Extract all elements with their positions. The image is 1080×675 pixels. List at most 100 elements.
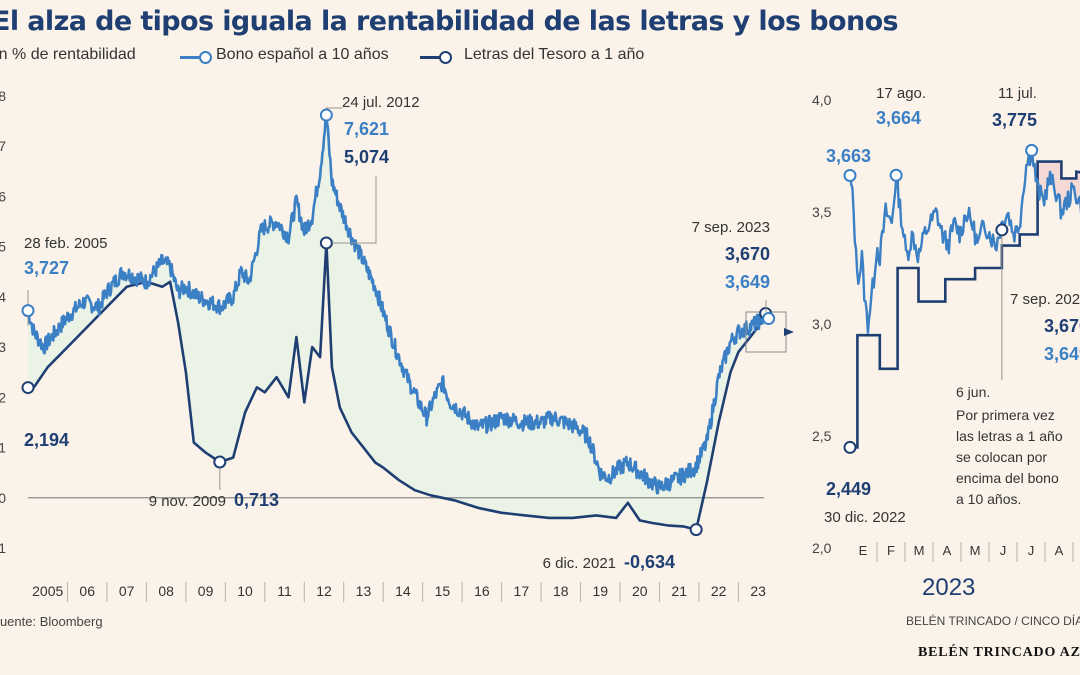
inset-x-tick-label: M (970, 543, 981, 558)
y-tick-label: 0 (0, 490, 6, 506)
inset-x-tick-label: E (859, 543, 868, 558)
inset-x-tick-label: J (1028, 543, 1035, 558)
inset-series-line-bono (848, 150, 1080, 334)
annotation-value-bono-2012: 7,621 (344, 119, 389, 139)
x-tick-label: 20 (632, 583, 648, 599)
main-chart-annotations: 28 feb. 2005 3,727 2,194 9 nov. 2009 0,713 24… (21, 94, 794, 572)
inset-note-line: se colocan por (956, 449, 1047, 465)
inset-marker-letras-start (843, 440, 857, 454)
inset-chart-series (848, 150, 1080, 449)
annotation-value-letras-2021: -0,634 (624, 552, 675, 572)
x-tick-label: 16 (474, 583, 490, 599)
inset-value-letras-end: 3,670 (1044, 316, 1080, 336)
chart-legend: En % de rentabilidad Bono español a 10 a… (0, 46, 760, 68)
marker-letras-2021 (689, 523, 703, 537)
annotation-value-bono-2023: 3,649 (725, 272, 770, 292)
x-tick-label: 14 (395, 583, 411, 599)
legend-swatch-letras-icon (420, 51, 452, 64)
inset-series-line-letras (850, 160, 1080, 449)
y-tick-label: 4 (0, 289, 6, 305)
x-tick-label: 13 (356, 583, 372, 599)
marker-bono-2023 (762, 312, 776, 326)
marker-letras-2005 (21, 381, 35, 395)
y-tick-label: -1 (0, 540, 6, 556)
legend-label-bono: Bono español a 10 años (216, 46, 389, 63)
inset-label-end: 7 sep. 2023 (1010, 291, 1080, 308)
inset-x-tick-label: M (914, 543, 925, 558)
annotation-value-letras-2012: 5,074 (344, 147, 389, 167)
photo-credit: BELÉN TRINCADO AZNAR (918, 645, 1080, 660)
inset-chart-x-axis: EFMAMJJAS2023 (859, 542, 1074, 601)
inset-y-tick-label: 2,5 (812, 428, 832, 444)
x-tick-label: 07 (119, 583, 135, 599)
inset-y-tick-label: 3,0 (812, 316, 832, 332)
main-chart-series (26, 114, 767, 531)
inset-note-line: encima del bono (956, 470, 1059, 486)
inset-marker-bono-start (843, 168, 857, 182)
x-tick-label: 08 (158, 583, 174, 599)
x-tick-label: 17 (514, 583, 530, 599)
inset-label-6jun: 6 jun. (956, 384, 990, 400)
inset-note-line: a 10 años. (956, 491, 1021, 507)
x-tick-label: 06 (79, 583, 95, 599)
y-tick-label: 6 (0, 188, 6, 204)
inset-label-start: 30 dic. 2022 (824, 509, 906, 526)
annotation-label-2021: 6 dic. 2021 (543, 555, 616, 572)
annotation-value-letras-2009: 0,713 (234, 490, 279, 510)
legend-label-letras: Letras del Tesoro a 1 año (464, 46, 645, 63)
main-chart-fill-area (28, 115, 766, 530)
y-tick-label: 7 (0, 138, 6, 154)
inset-y-tick-label: 2,0 (812, 540, 832, 556)
x-tick-label: 21 (671, 583, 687, 599)
inset-label-11jul: 11 jul. (998, 85, 1037, 102)
inset-value-bono-17ago: 3,664 (876, 108, 921, 128)
x-tick-label: 18 (553, 583, 569, 599)
x-tick-label: 23 (750, 583, 766, 599)
annotation-value-bono-2005: 3,727 (24, 258, 69, 278)
inset-chart-annotations: 3,663 2,449 30 dic. 2022 17 ago. 3,664 11 jul… (824, 85, 1080, 526)
marker-bono-2005 (21, 304, 35, 318)
inset-y-tick-label: 4,0 (812, 92, 832, 108)
series-line-letras (27, 241, 767, 531)
inset-label-17ago: 17 ago. (876, 85, 926, 102)
x-tick-label: 2005 (32, 583, 63, 599)
inset-marker-6jun (995, 223, 1009, 237)
inset-value-letras-start: 2,449 (826, 479, 871, 499)
inset-marker-bono-11jul (1025, 143, 1039, 157)
x-tick-label: 12 (316, 583, 332, 599)
y-tick-label: 8 (0, 88, 6, 104)
x-tick-label: 22 (711, 583, 727, 599)
inset-x-tick-label: A (943, 543, 952, 558)
inset-value-bono-11jul: 3,775 (992, 110, 1037, 130)
main-chart-y-axis: 8 7 6 5 4 3 2 1 0 -1 (0, 88, 6, 556)
marker-bono-2012 (319, 108, 333, 122)
inset-y-tick-label: 3,5 (812, 204, 832, 220)
marker-letras-2009 (213, 455, 227, 469)
inset-marker-bono-17ago (889, 168, 903, 182)
annotation-label-2023: 7 sep. 2023 (692, 219, 770, 236)
inset-x-tick-label: A (1055, 543, 1064, 558)
inset-chart-y-axis: 4,0 3,5 3,0 2,5 2,0 (812, 92, 832, 556)
main-chart-x-axis: 2005 06 07 08 09 10 11 12 13 14 15 16 17 18 19 20 21 22 23 (32, 582, 766, 602)
inset-x-tick-label: F (887, 543, 895, 558)
annotation-value-letras-2023: 3,670 (725, 244, 770, 264)
inset-value-bono-end: 3,649 (1044, 344, 1080, 364)
x-tick-label: 15 (435, 583, 451, 599)
inset-note-line: Por primera vez (956, 407, 1055, 423)
y-tick-label: 2 (0, 389, 6, 405)
inset-note-line: las letras a 1 año (956, 428, 1063, 444)
y-tick-label: 5 (0, 239, 6, 255)
legend-swatch-bono-icon (180, 51, 212, 64)
x-tick-label: 10 (237, 583, 253, 599)
unit-label: En % de rentabilidad (0, 46, 136, 63)
inset-year-label: 2023 (922, 574, 975, 601)
page-title: El alza de tipos iguala la rentabilidad … (0, 6, 899, 37)
annotation-leader-line (332, 176, 377, 244)
annotation-label-2012: 24 jul. 2012 (342, 94, 420, 111)
zoom-arrow-icon (784, 328, 794, 336)
graphic-credit: BELÉN TRINCADO / CINCO DÍAS (906, 614, 1080, 628)
fill-between-series (28, 115, 766, 530)
annotation-label-2009: 9 nov. 2009 (149, 493, 226, 510)
x-tick-label: 11 (277, 583, 292, 599)
